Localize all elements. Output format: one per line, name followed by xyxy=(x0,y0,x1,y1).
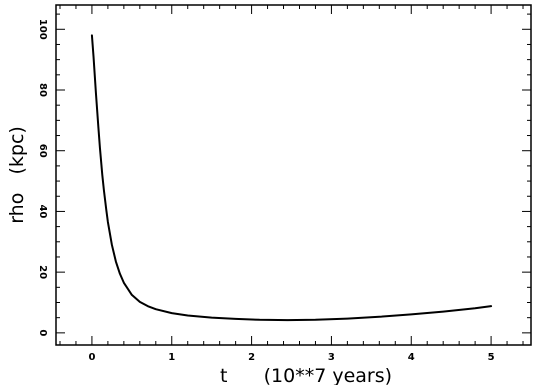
x-tick-label: 5 xyxy=(488,352,495,363)
x-tick-labels: 0 1 2 3 4 5 xyxy=(88,352,494,363)
y-tick-label: 60 xyxy=(37,144,48,158)
plot-frame xyxy=(55,4,532,346)
y-tick-labels: 0 20 40 60 80 100 xyxy=(37,19,48,337)
x-tick-label: 3 xyxy=(328,352,335,363)
x-tick-label: 4 xyxy=(408,352,415,363)
y-tick-label: 0 xyxy=(37,329,48,336)
series-line xyxy=(90,34,493,322)
x-axis-label: t (10**7 years) xyxy=(220,365,392,385)
x-tick-label: 0 xyxy=(88,352,95,363)
y-axis-label: rho (kpc) xyxy=(6,126,28,224)
x-tick-label: 1 xyxy=(168,352,175,363)
y-tick-label: 100 xyxy=(37,19,48,40)
ticks xyxy=(56,5,531,345)
y-tick-label: 40 xyxy=(37,204,48,218)
x-tick-label: 2 xyxy=(248,352,255,363)
y-tick-label: 20 xyxy=(37,265,48,279)
y-tick-label: 80 xyxy=(37,83,48,97)
